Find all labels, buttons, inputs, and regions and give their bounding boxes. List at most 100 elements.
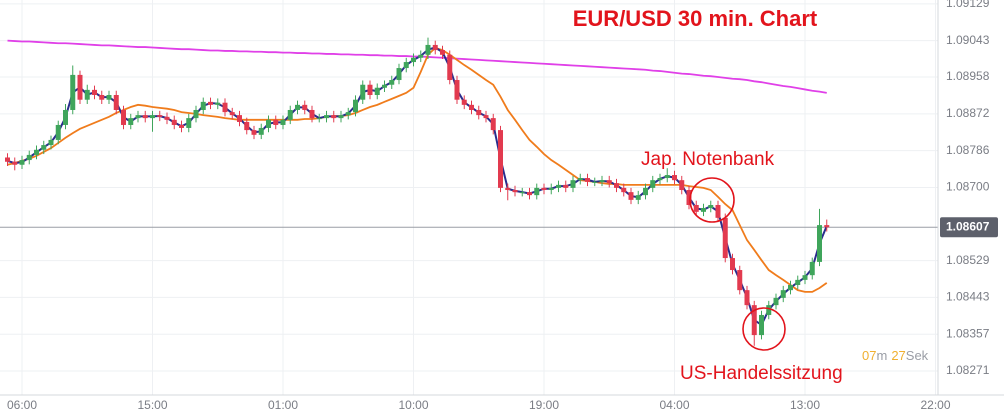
candle-body: [519, 192, 525, 194]
candle-body: [411, 57, 416, 63]
candle-body: [672, 175, 677, 181]
candle-body: [693, 204, 699, 212]
candle-body: [179, 124, 184, 128]
candle-body: [788, 285, 793, 291]
candle-body: [730, 258, 735, 271]
candle-body: [585, 178, 590, 182]
candle-body: [26, 154, 32, 161]
x-tick-label: 10:00: [398, 398, 428, 412]
annotation-circle: [742, 307, 786, 351]
candle-body: [280, 119, 286, 125]
candle-body: [389, 80, 395, 85]
countdown-unit: Sek: [906, 348, 929, 363]
candle-body: [84, 89, 90, 100]
candle-body: [345, 112, 351, 116]
candle-body: [577, 178, 583, 181]
y-tick-label: 1.08700: [946, 180, 990, 194]
candle-body: [302, 104, 308, 110]
candle-body: [686, 190, 692, 205]
candle-body: [287, 109, 293, 120]
x-tick-label: 15:00: [137, 398, 167, 412]
candle-body: [113, 95, 119, 110]
candle-body: [128, 118, 134, 125]
candle-body: [77, 74, 83, 100]
candle-body: [34, 149, 39, 155]
candle-body: [273, 119, 279, 125]
countdown-seconds: 27: [891, 348, 905, 363]
candle-body: [338, 115, 344, 119]
y-tick-label: 1.08443: [946, 290, 990, 304]
candle-body: [12, 161, 18, 165]
candle-body: [809, 261, 815, 276]
candle-body: [817, 225, 822, 262]
x-tick-label: 19:00: [529, 398, 559, 412]
candle-body: [701, 207, 706, 212]
annotation: Jap. Notenbank: [641, 149, 775, 170]
candle-body: [48, 139, 54, 146]
candle-body: [142, 115, 148, 119]
candle-body: [200, 101, 206, 110]
candle-body: [570, 180, 576, 188]
candle-body: [461, 99, 467, 105]
candle-body: [316, 118, 322, 120]
candle-body: [751, 305, 757, 336]
y-tick-label: 1.08872: [946, 106, 990, 120]
candle-body: [650, 180, 656, 188]
annotation: US-Handelssitzung: [680, 363, 843, 384]
y-tick-label: 1.08958: [946, 69, 990, 83]
candle-body: [759, 314, 764, 336]
candle-body: [360, 84, 366, 100]
candle-body: [773, 297, 779, 306]
candle-body: [621, 187, 627, 193]
countdown-unit: m: [876, 348, 887, 363]
candle-body: [251, 130, 257, 135]
candle-body: [418, 54, 424, 58]
candle-body: [447, 54, 453, 81]
candle-body: [244, 121, 250, 131]
candle-body: [92, 89, 97, 96]
candle-body: [295, 104, 300, 110]
annotation-circle: [689, 177, 735, 223]
candle-body: [824, 225, 830, 228]
candle-body: [548, 187, 554, 191]
candle-body: [135, 115, 141, 119]
current-price-box: [940, 217, 998, 238]
candle-body: [628, 192, 634, 200]
candle-body: [454, 80, 460, 100]
candle-body: [331, 115, 337, 119]
candle-body: [614, 183, 619, 188]
candle-body: [490, 118, 496, 131]
candle-body: [353, 99, 358, 113]
candle-body: [766, 305, 772, 315]
candle-body: [476, 109, 482, 116]
candle-body: [396, 68, 402, 81]
candle-body: [664, 175, 670, 179]
candle-body: [157, 115, 163, 117]
countdown-minutes: 07: [862, 348, 876, 363]
candle-body: [425, 44, 431, 55]
candle-body: [643, 187, 648, 196]
candle-body: [208, 101, 213, 105]
x-tick-label: 22:00: [920, 398, 950, 412]
candle-body: [802, 275, 808, 280]
candle-body: [512, 190, 518, 193]
candle-body: [63, 109, 68, 125]
moving-average-line: [7, 39, 827, 94]
candle-body: [41, 145, 47, 150]
axes: 1.09129 1.09043 1.08958 1.08872 1.08786 1.087…: [7, 0, 998, 412]
candle-body: [99, 95, 105, 100]
moving-average-line: [7, 46, 828, 293]
candle-body: [606, 180, 612, 184]
candle-body: [679, 180, 685, 191]
candle-body: [708, 204, 714, 208]
x-tick-label: 06:00: [7, 398, 37, 412]
y-tick-label: 1.09043: [946, 33, 990, 47]
candle-body: [556, 184, 561, 188]
candle-body: [657, 178, 663, 181]
countdown: 07m 27Sek: [862, 348, 929, 363]
candle-body: [324, 115, 329, 119]
candle-body: [222, 102, 228, 113]
